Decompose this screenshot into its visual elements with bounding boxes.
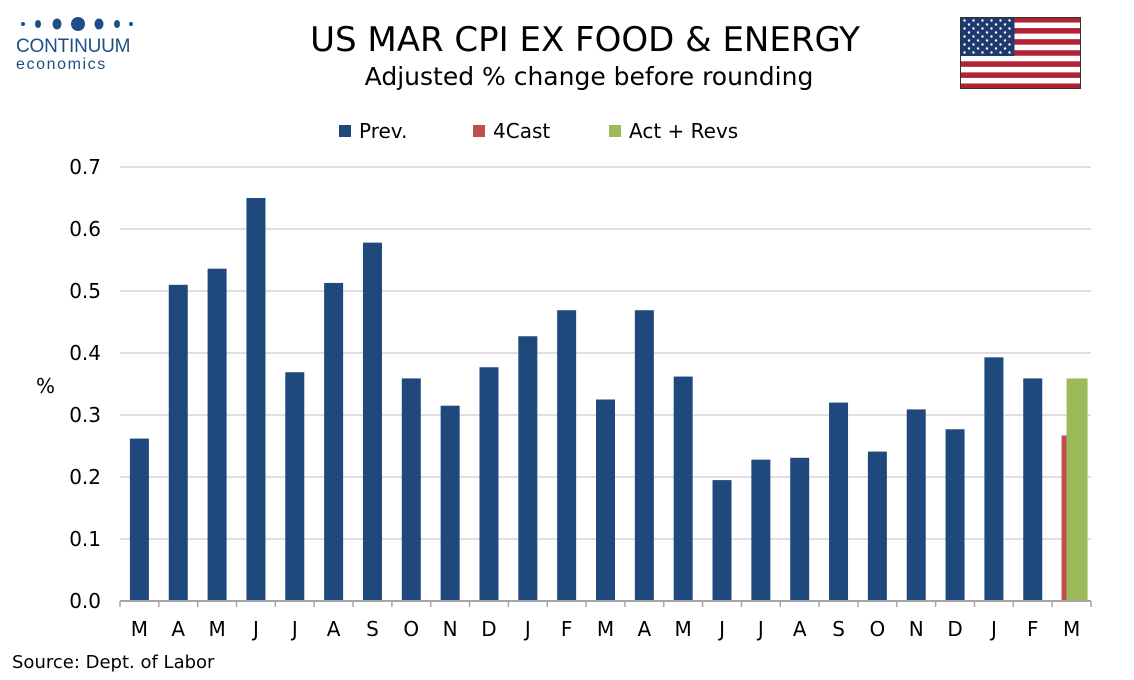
legend-swatch-prev	[339, 125, 351, 137]
bar	[945, 429, 965, 601]
x-tick-label: O	[403, 617, 419, 641]
x-tick-label: A	[327, 617, 341, 641]
bar	[596, 399, 615, 601]
x-tick-label: O	[870, 617, 886, 641]
legend-swatch-4cast	[473, 125, 485, 137]
bar	[906, 409, 926, 601]
bars	[129, 198, 1088, 601]
continuum-logo: CONTINUUM economics	[14, 14, 134, 74]
y-tick-label: 0.3	[69, 403, 101, 427]
chart-title: US MAR CPI EX FOOD & ENERGY	[310, 20, 860, 60]
x-tick-label: J	[251, 617, 259, 641]
y-axis-label: %	[36, 374, 55, 398]
bar	[829, 402, 849, 601]
y-tick-label: 0.0	[69, 589, 101, 613]
x-tick-label: J	[717, 617, 725, 641]
legend-label-act-revs: Act + Revs	[629, 119, 739, 143]
x-tick-label: J	[523, 617, 531, 641]
source-note: Source: Dept. of Labor	[12, 652, 215, 673]
x-tick-label: A	[171, 617, 185, 641]
x-tick-label: M	[675, 617, 692, 641]
chart-subtitle: Adjusted % change before rounding	[364, 62, 814, 91]
bar	[790, 457, 810, 601]
x-tick-label: J	[290, 617, 298, 641]
bar	[518, 336, 538, 601]
x-tick-label: M	[1063, 617, 1080, 641]
bar	[129, 438, 149, 601]
y-tick-label: 0.6	[69, 217, 101, 241]
bar	[479, 367, 499, 601]
bar-forecast	[1061, 435, 1067, 601]
x-tick-label: J	[756, 617, 764, 641]
x-tick-label: J	[989, 617, 997, 641]
x-tick-label: D	[947, 617, 962, 641]
x-tick-label: A	[793, 617, 807, 641]
y-tick-label: 0.7	[69, 155, 101, 179]
bar	[207, 268, 227, 601]
x-tick-label: F	[561, 617, 573, 641]
y-tick-label: 0.4	[69, 341, 101, 365]
legend-item-act-revs: Act + Revs	[609, 119, 738, 143]
legend-swatch-act-revs	[609, 125, 621, 137]
logo-name: CONTINUUM	[16, 36, 131, 57]
bar	[168, 284, 188, 601]
bar	[285, 372, 305, 601]
logo-subtitle: economics	[16, 56, 107, 73]
logo-dots-icon	[21, 17, 133, 31]
bar	[362, 242, 382, 601]
bar	[401, 378, 421, 601]
legend-item-4cast: 4Cast	[473, 119, 550, 143]
legend-item-prev: Prev.	[339, 119, 407, 143]
bar	[246, 198, 266, 601]
bar	[557, 310, 577, 601]
axes: 0.00.10.20.30.40.50.60.7M A M J J A S O N D J F M A M J…	[69, 155, 1092, 641]
bar	[673, 376, 693, 601]
bar	[712, 480, 732, 601]
us-flag-icon	[960, 17, 1081, 89]
bar	[634, 310, 654, 601]
bar	[324, 282, 344, 601]
y-tick-label: 0.2	[69, 465, 101, 489]
legend-label-4cast: 4Cast	[493, 119, 551, 143]
x-tick-label: N	[443, 617, 458, 641]
bar-actual	[1066, 378, 1088, 601]
y-tick-label: 0.1	[69, 527, 101, 551]
x-tick-label: M	[208, 617, 225, 641]
bar	[1023, 378, 1043, 601]
bar	[751, 459, 771, 601]
x-tick-label: S	[832, 617, 845, 641]
bar	[867, 451, 887, 601]
y-tick-label: 0.5	[69, 279, 101, 303]
x-tick-label: S	[366, 617, 379, 641]
x-tick-label: A	[637, 617, 651, 641]
x-tick-label: M	[131, 617, 148, 641]
x-tick-label: N	[909, 617, 924, 641]
x-tick-label: M	[597, 617, 614, 641]
legend-label-prev: Prev.	[359, 119, 408, 143]
bar	[440, 405, 460, 601]
x-tick-label: F	[1027, 617, 1039, 641]
x-tick-label: D	[481, 617, 496, 641]
bar	[984, 357, 1004, 601]
